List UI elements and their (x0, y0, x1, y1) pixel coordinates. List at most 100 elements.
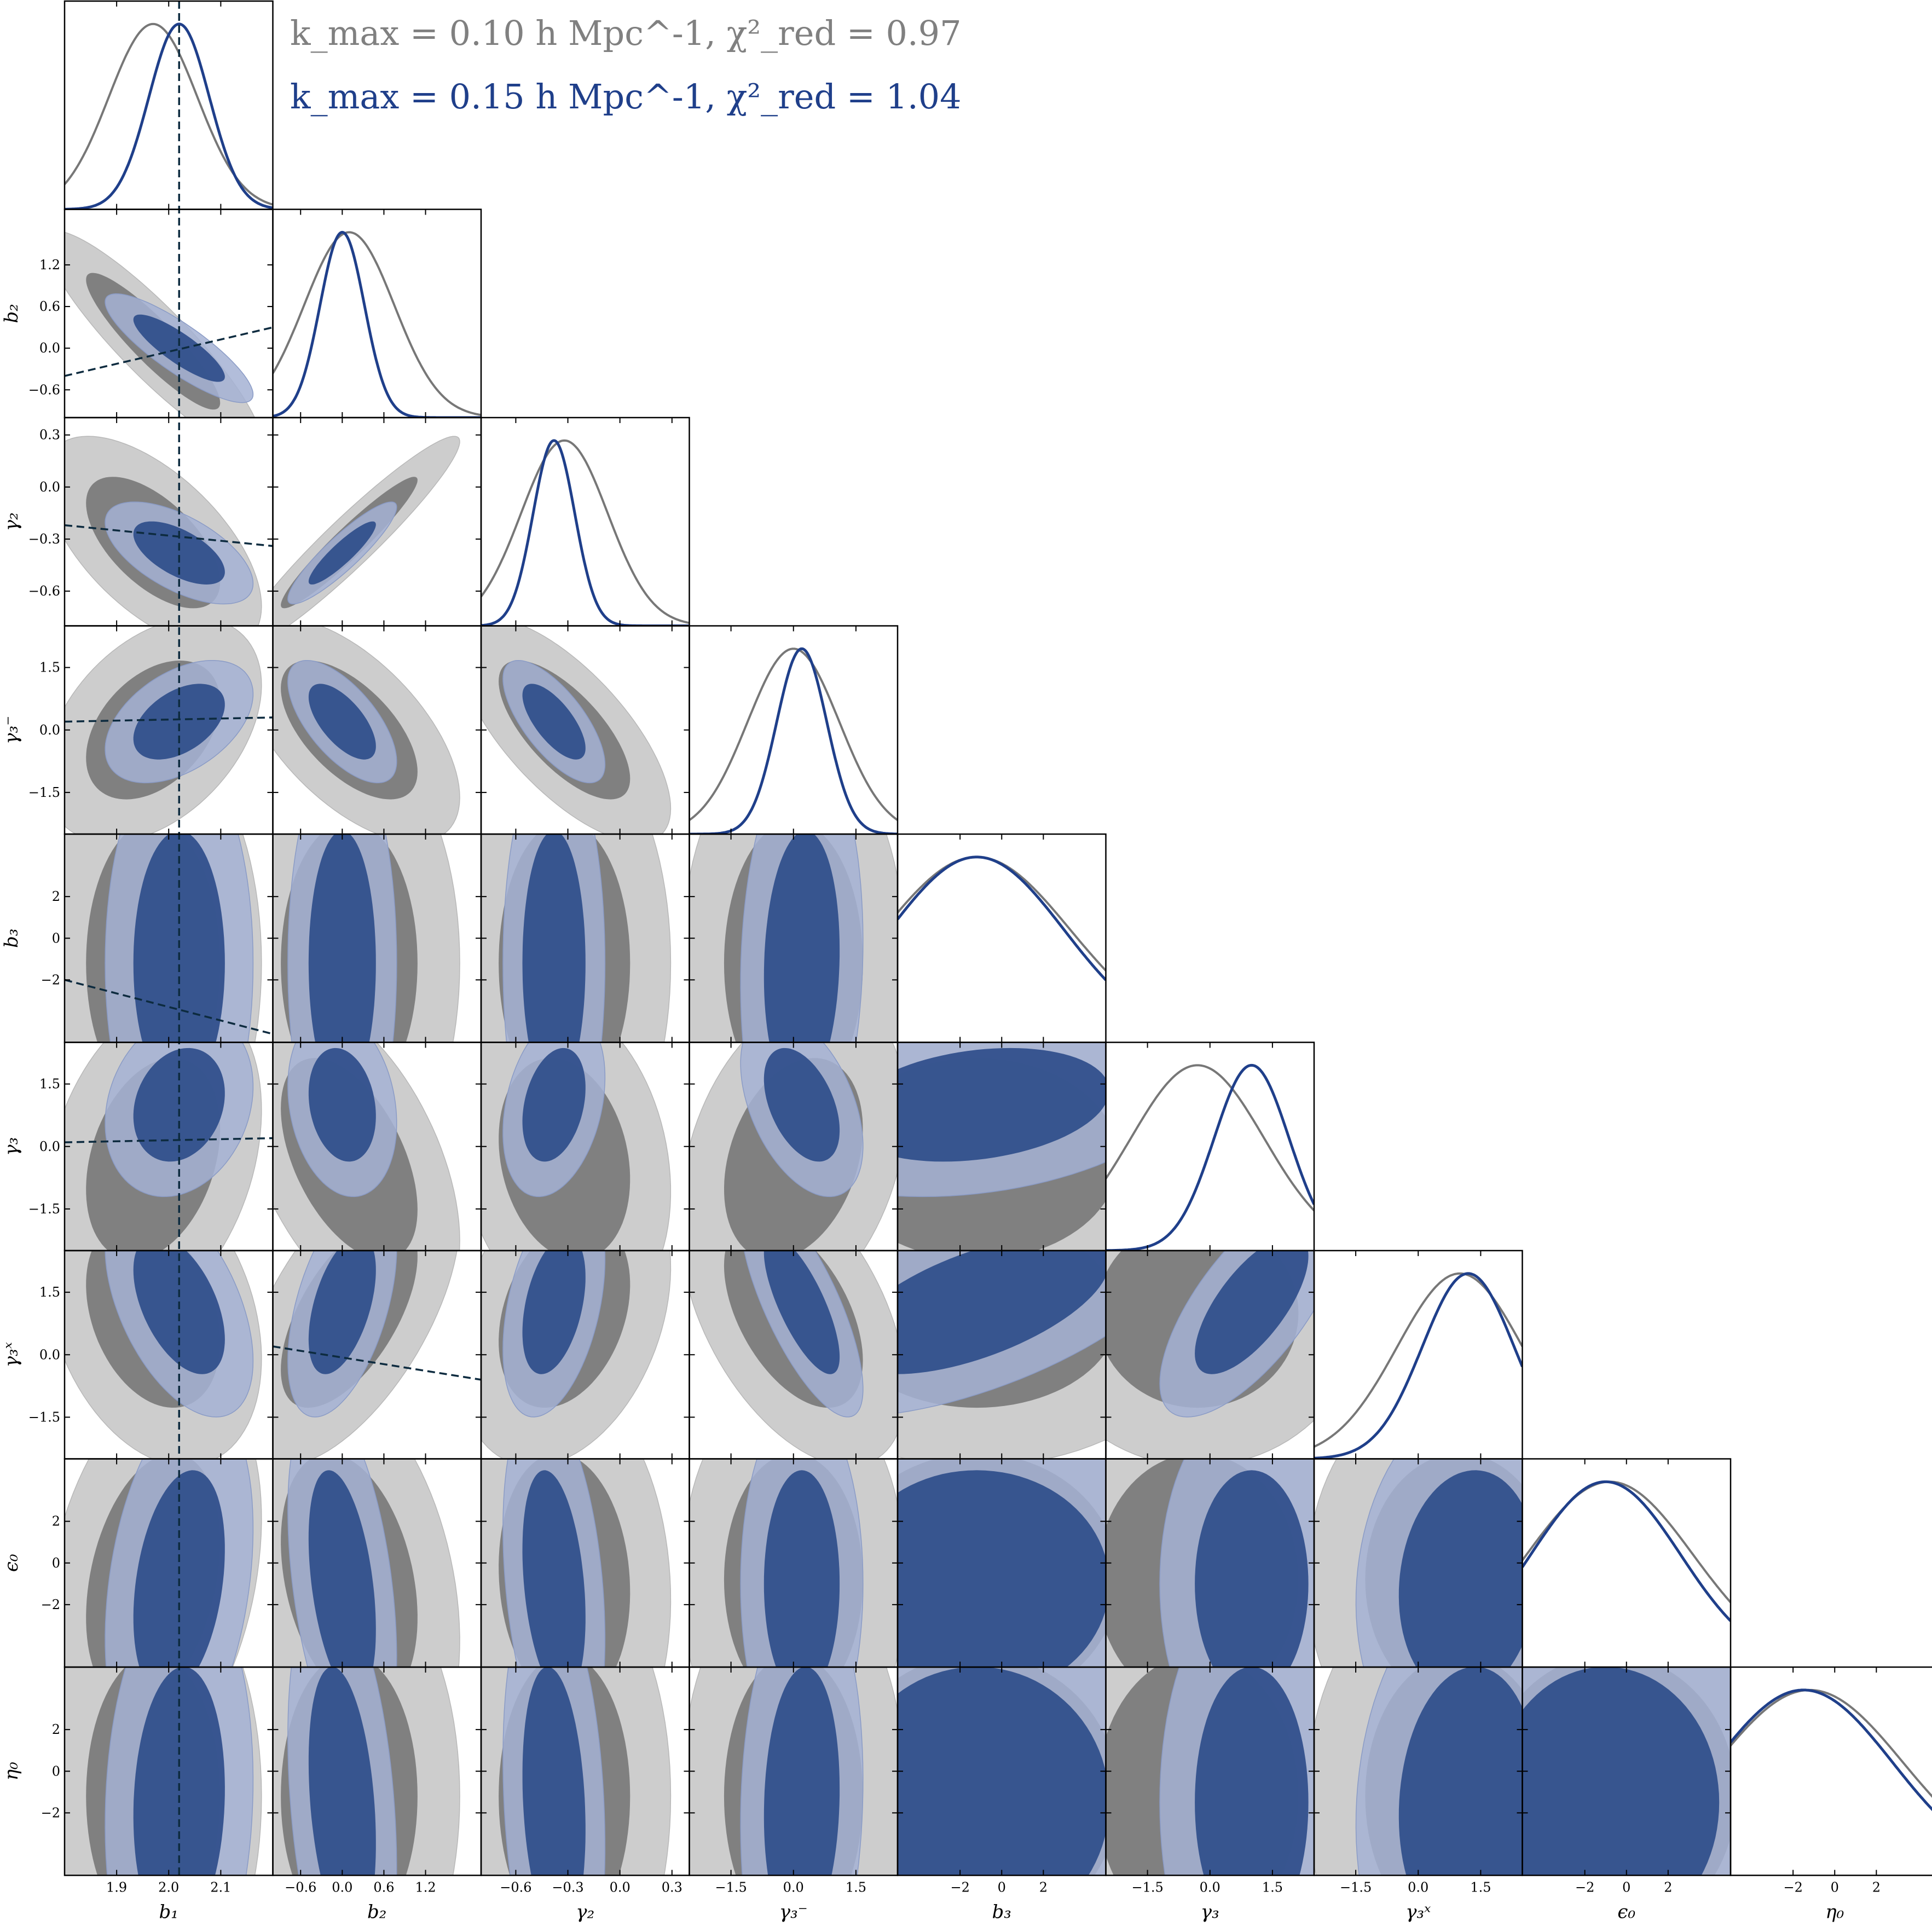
x-tick-label: 2 (1872, 1880, 1881, 1895)
y-tick-label: −2 (41, 1805, 60, 1820)
contour-b1-gamma3m (45, 618, 262, 842)
marginal-curve-kmax-015 (1106, 1065, 1315, 1250)
legend-entry-0: k_max = 0.10 h Mpc^-1, χ²_red = 0.97 (290, 13, 962, 53)
y-axis-label-gamma3m: γ₃⁻ (1, 716, 22, 744)
y-tick-label: 0 (52, 1763, 60, 1779)
y-tick-label: 0.0 (39, 722, 60, 738)
y-axis-label-gamma3: γ₃ (1, 1137, 22, 1156)
x-tick-label: −2 (1783, 1880, 1802, 1895)
y-tick-label: −0.3 (28, 531, 60, 547)
y-tick-label: 0.0 (39, 1347, 60, 1362)
marginal-b2 (273, 232, 482, 418)
x-tick-label: 1.5 (1470, 1880, 1491, 1895)
x-tick-label: 0 (998, 1880, 1006, 1895)
marginal-curve-kmax-010 (481, 441, 690, 623)
marginal-curve-kmax-010 (273, 232, 482, 415)
x-tick-label: 1.9 (106, 1880, 127, 1895)
x-axis-label-gamma3x: γ₃ˣ (1405, 1901, 1431, 1923)
y-axis-label-gamma2: γ₂ (1, 512, 22, 531)
marginal-epsilon0 (1523, 1482, 1731, 1621)
marginal-curve-kmax-010 (1106, 1065, 1315, 1210)
marginal-curve-kmax-015 (273, 232, 482, 418)
y-tick-label: −0.6 (28, 583, 60, 599)
y-tick-label: 0.0 (39, 479, 60, 495)
x-tick-label: 2 (1039, 1880, 1048, 1895)
marginal-curve-kmax-015 (690, 649, 898, 834)
marginal-eta0 (1731, 1690, 1932, 1817)
marginal-curve-kmax-015 (1731, 1690, 1932, 1817)
contour-68-kmax-015 (764, 1470, 840, 1697)
x-tick-label: 0.6 (373, 1880, 394, 1895)
marginal-gamma3x (1314, 1274, 1523, 1458)
contour-b1-gamma2 (45, 436, 262, 649)
y-axis-label-b3: b₃ (1, 929, 22, 948)
marginal-b3 (898, 857, 1106, 980)
y-axis-label-eta0: η₀ (1, 1762, 22, 1780)
x-tick-label: −0.6 (285, 1880, 316, 1895)
marginal-curve-kmax-015 (898, 857, 1106, 980)
marginal-curve-kmax-010 (690, 649, 898, 820)
y-tick-label: −1.5 (28, 1201, 60, 1217)
x-tick-label: 2.0 (158, 1880, 179, 1895)
x-tick-label: −2 (1575, 1880, 1594, 1895)
x-tick-label: 1.5 (1262, 1880, 1283, 1895)
x-tick-label: 1.5 (846, 1880, 866, 1895)
x-axis-label-b1: b₁ (159, 1901, 178, 1923)
x-tick-label: −1.5 (1131, 1880, 1163, 1895)
x-tick-label: 0 (1622, 1880, 1630, 1895)
x-tick-label: −1.5 (1340, 1880, 1372, 1895)
y-tick-label: −0.6 (28, 382, 60, 397)
x-tick-label: 0.0 (783, 1880, 804, 1895)
marginal-gamma3 (1106, 1065, 1315, 1250)
x-tick-label: 0.0 (332, 1880, 352, 1895)
y-tick-label: 0.0 (39, 1139, 60, 1154)
marginal-curve-kmax-010 (1731, 1690, 1932, 1804)
contour-b1-b2 (45, 231, 262, 452)
marginal-gamma2 (481, 441, 690, 626)
y-tick-label: 1.5 (39, 1285, 60, 1300)
marginal-curve-kmax-010 (65, 24, 273, 205)
x-tick-label: 2 (1664, 1880, 1672, 1895)
y-tick-label: 0 (52, 1555, 60, 1571)
y-tick-label: 0.0 (39, 340, 60, 356)
panel-frame (273, 210, 482, 418)
y-tick-label: −2 (41, 972, 60, 987)
contour-gamma2-gamma3m (458, 618, 670, 842)
y-axis-label-b2: b₂ (1, 304, 22, 323)
y-tick-label: 1.2 (39, 257, 60, 273)
y-tick-label: 1.5 (39, 1077, 60, 1092)
marginal-b1 (65, 24, 273, 209)
contour-68-kmax-015 (1492, 1667, 1719, 1932)
y-tick-label: 0 (52, 930, 60, 946)
panel-frame (481, 418, 690, 626)
x-tick-label: −0.6 (500, 1880, 531, 1895)
marginal-curve-kmax-015 (65, 24, 273, 209)
contour-68-kmax-015 (1195, 1470, 1309, 1697)
y-tick-label: 0.3 (39, 427, 60, 443)
x-tick-label: 0.0 (1200, 1880, 1220, 1895)
marginal-gamma3m (690, 649, 898, 834)
x-axis-label-gamma3m: γ₃⁻ (779, 1901, 808, 1923)
x-tick-label: 0.0 (610, 1880, 630, 1895)
x-tick-label: 0.3 (662, 1880, 682, 1895)
marginal-curve-kmax-015 (1523, 1482, 1731, 1621)
x-axis-label-gamma2: γ₂ (576, 1901, 594, 1923)
x-tick-label: 0.0 (1408, 1880, 1428, 1895)
y-tick-label: 0.6 (39, 299, 60, 314)
x-tick-label: 2.1 (210, 1880, 231, 1895)
x-tick-label: 0 (1831, 1880, 1839, 1895)
y-tick-label: −1.5 (28, 785, 60, 800)
marginal-curve-kmax-010 (898, 857, 1106, 971)
x-axis-label-gamma3: γ₃ (1201, 1901, 1219, 1923)
y-tick-label: 2 (52, 1514, 60, 1529)
x-tick-label: −0.3 (552, 1880, 583, 1895)
y-tick-label: 2 (52, 1722, 60, 1737)
x-tick-label: −1.5 (715, 1880, 747, 1895)
x-axis-label-b2: b₂ (367, 1901, 386, 1923)
contour-b2-gamma2 (239, 436, 460, 649)
x-axis-label-b3: b₃ (992, 1901, 1011, 1923)
y-tick-label: 2 (52, 889, 60, 904)
y-axis-label-gamma3x: γ₃ˣ (1, 1342, 22, 1367)
legend-entry-1: k_max = 0.15 h Mpc^-1, χ²_red = 1.04 (290, 77, 962, 117)
